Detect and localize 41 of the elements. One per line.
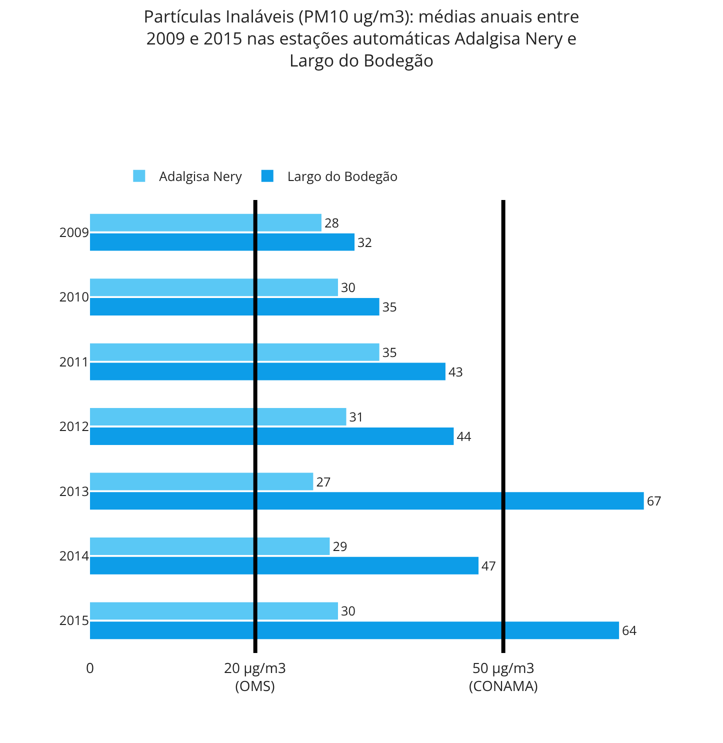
bar [90,362,446,380]
y-tick-label: 2015 [59,611,89,630]
chart-title: Partículas Inaláveis (PM10 ug/m3): médias anuais entre 2009 e 2015 nas estações automáticas Adalgisa Nery e Largo do Bodegão [144,4,580,72]
y-tick-label: 2009 [59,222,89,241]
bar [90,472,314,490]
data-label: 31 [349,408,364,426]
data-label: 30 [340,602,356,620]
data-label: 27 [316,472,331,490]
data-label: 35 [382,298,397,316]
data-label: 44 [456,426,472,445]
bar [90,343,380,361]
bar [90,602,338,620]
y-tick-label: 2011 [59,352,89,370]
data-label: 64 [622,621,638,640]
y-tick-label: 2014 [59,546,90,564]
bar [90,298,380,316]
data-label: 32 [358,232,372,251]
data-label: 47 [482,556,496,574]
bar [90,622,620,640]
bar [90,537,330,555]
bar [90,408,346,426]
bar [90,556,479,574]
bar [90,492,644,510]
data-label: 30 [340,278,356,296]
y-tick-label: 2010 [59,288,89,306]
y-tick-label: 2012 [59,417,89,436]
bar [90,278,338,296]
data-label: 67 [646,492,662,510]
legend-label: Adalgisa Nery [159,166,242,185]
y-tick-label: 2013 [59,482,89,500]
ref-line-label: 50 µg/m3 (CONAMA) [469,659,538,696]
text: 0 [86,659,94,678]
bar [90,233,355,251]
legend-label: Largo do Bodegão [287,166,398,185]
ref-line-label: 20 µg/m3 (OMS) [224,659,286,696]
bar [90,427,454,445]
bar [90,214,322,232]
data-label: 35 [382,342,397,361]
data-label: 28 [324,213,339,232]
data-label: 29 [332,536,348,555]
data-label: 43 [448,362,463,380]
